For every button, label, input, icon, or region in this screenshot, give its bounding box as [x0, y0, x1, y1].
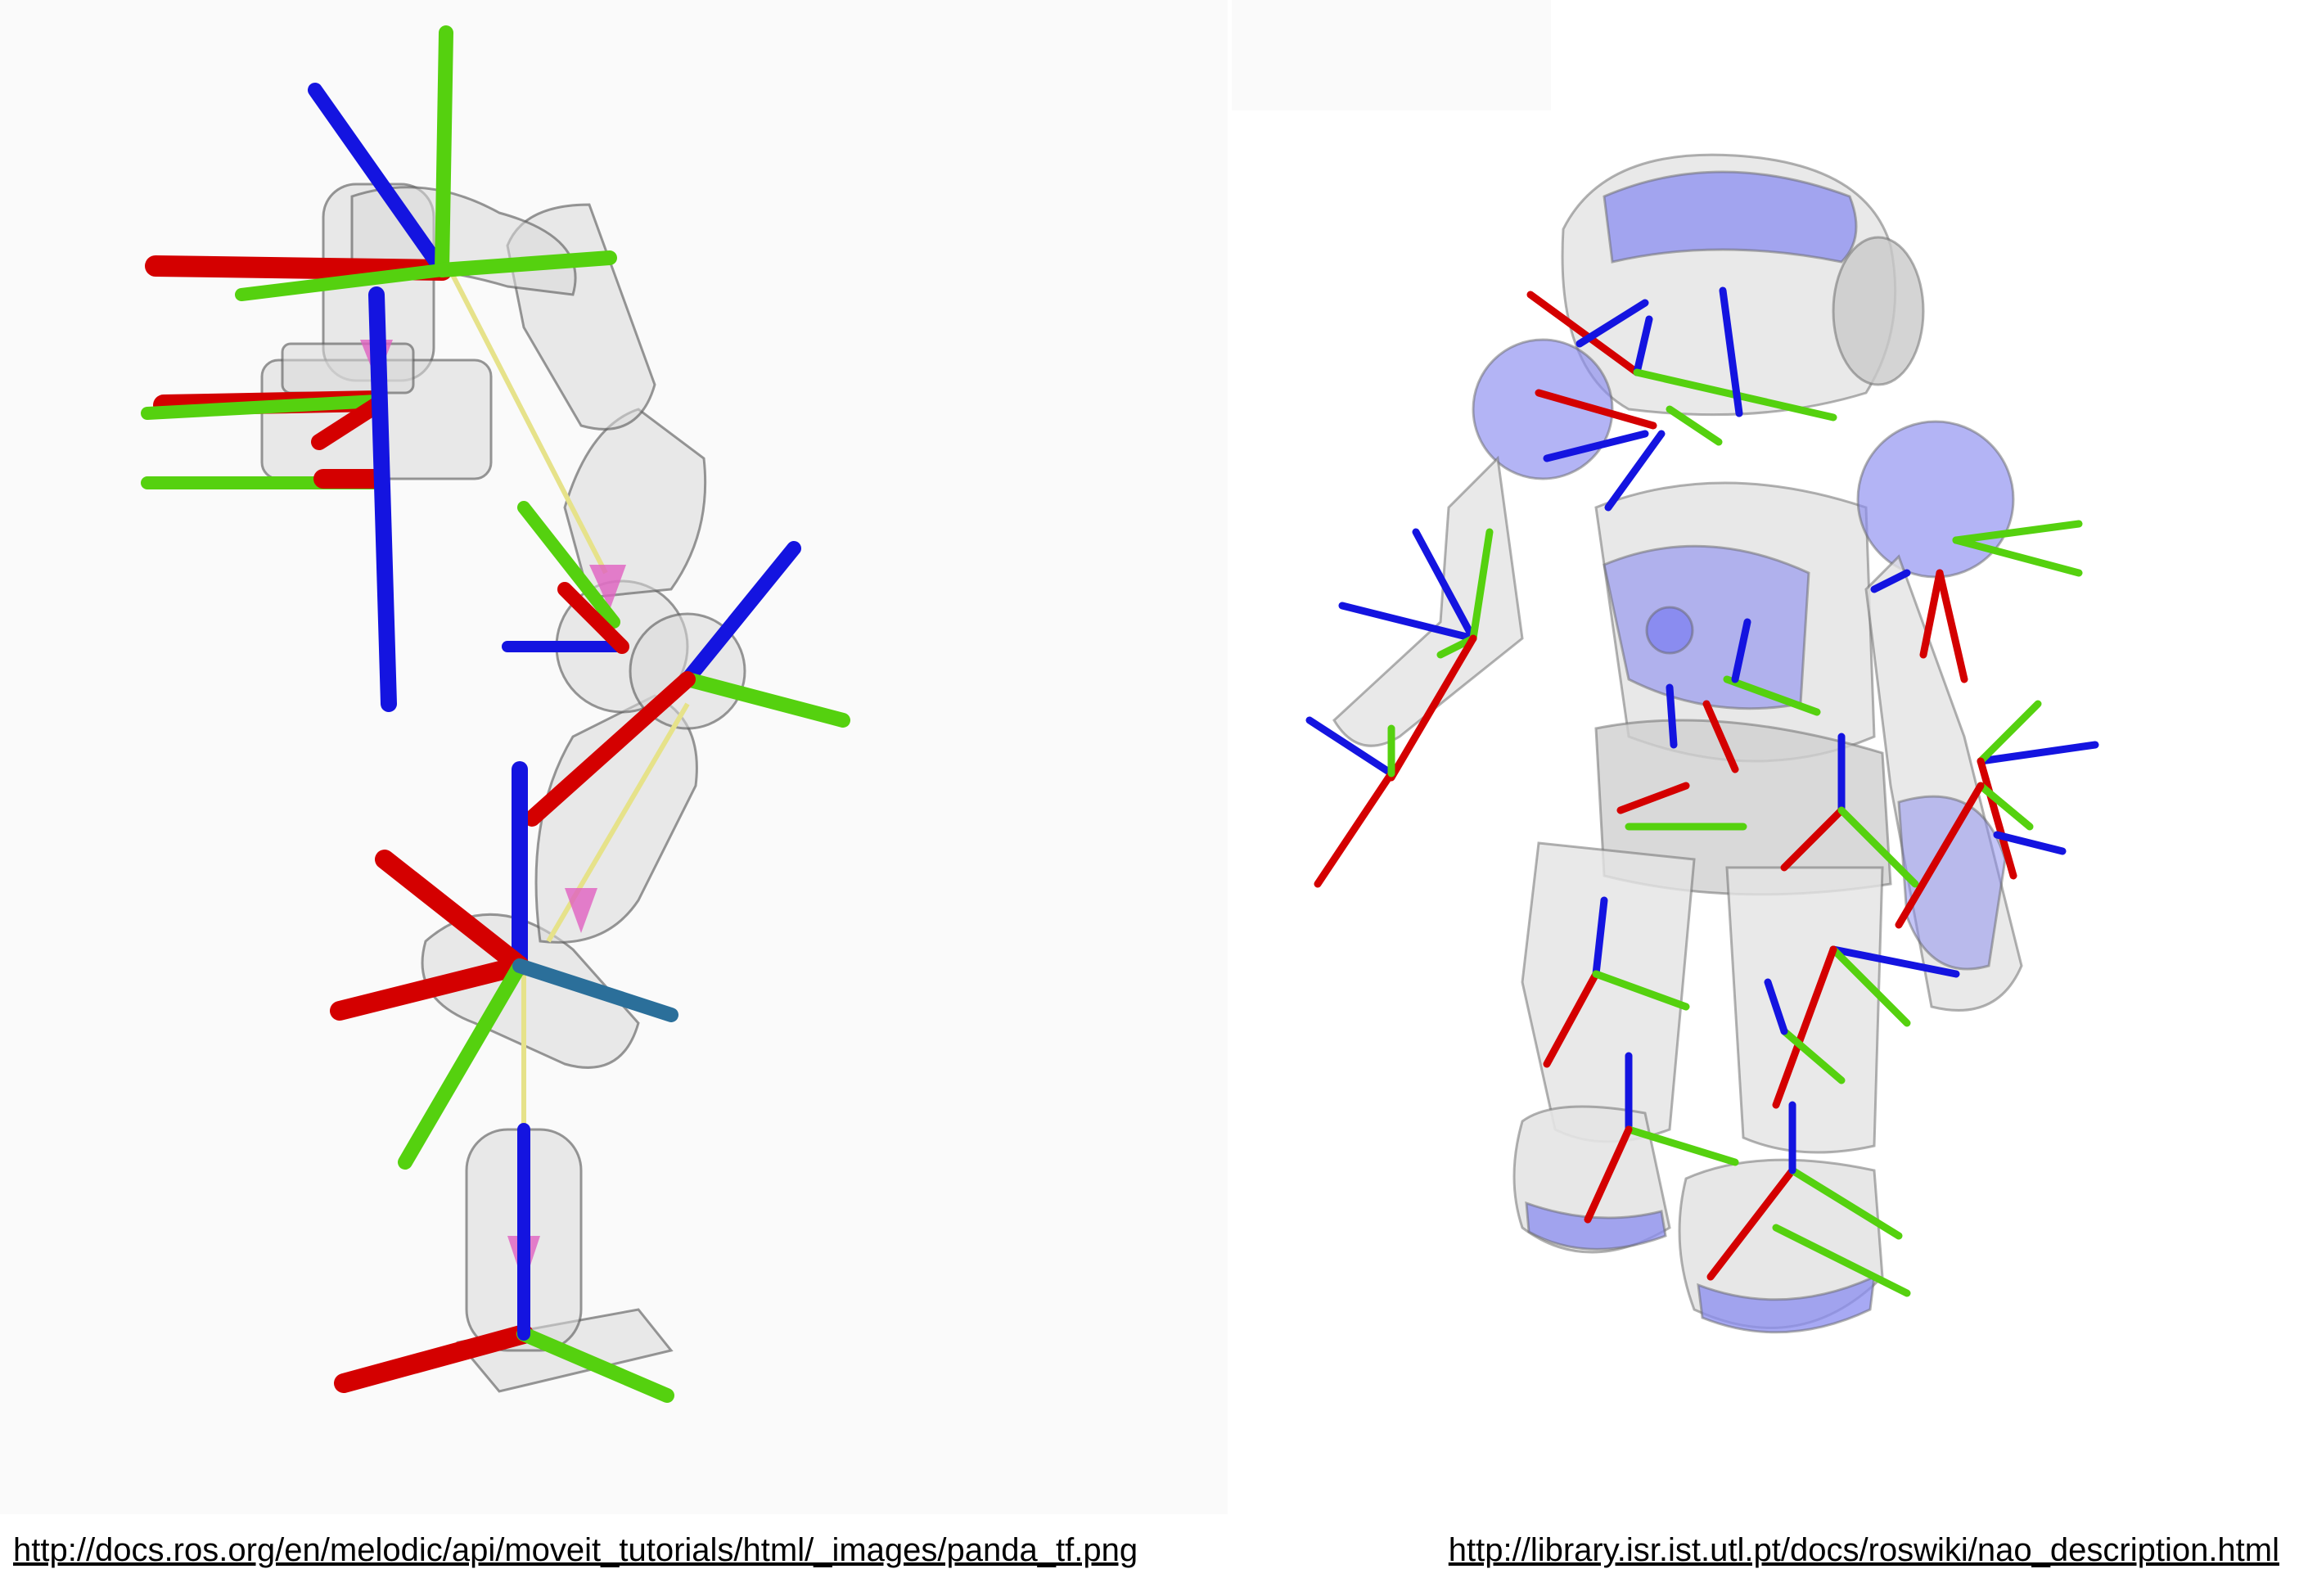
panda-source-link[interactable]: http://docs.ros.org/en/melodic/api/movei…	[13, 1532, 1138, 1568]
nao-background-strip	[1232, 0, 1551, 110]
nao-robot-body	[1332, 153, 2023, 1334]
panda-axis-frames	[141, 25, 850, 1403]
nao-source-link[interactable]: http://library.isr.ist.utl.pt/docs/roswi…	[1448, 1532, 2279, 1568]
nao-axis-frames	[1305, 286, 2099, 1297]
panda-arm-body	[260, 183, 746, 1393]
